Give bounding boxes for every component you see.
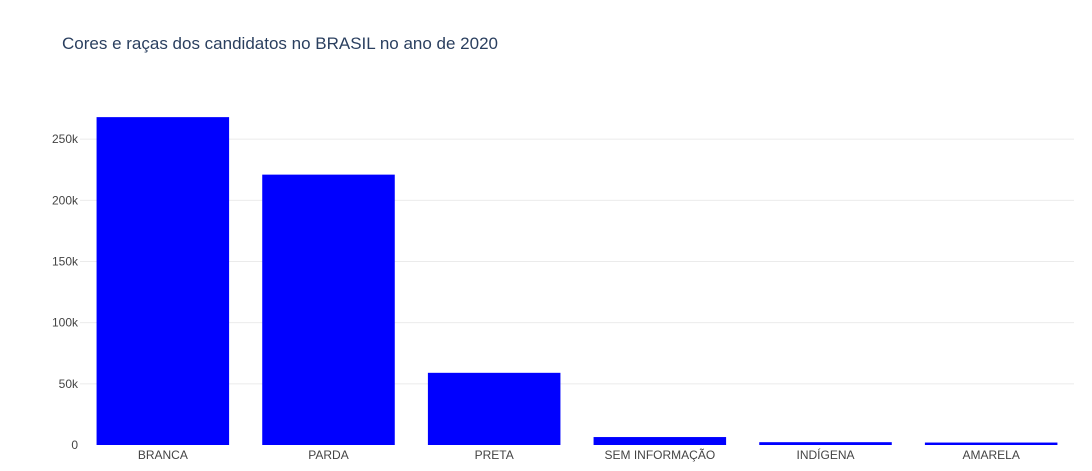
x-axis-ticks: BRANCA PARDA PRETA SEM INFORMAÇÃO INDÍGENA AM… (138, 447, 1020, 462)
x-tick-label: AMARELA (962, 448, 1019, 462)
x-tick-label: BRANCA (138, 448, 188, 462)
y-tick-label: 0 (71, 438, 78, 452)
x-tick-label: SEM INFORMAÇÃO (604, 448, 715, 462)
bar-sem-informa-o[interactable] (593, 437, 727, 445)
y-tick-label: 250k (52, 132, 79, 146)
y-tick-label: 200k (52, 193, 79, 207)
x-tick-label: PARDA (308, 448, 348, 462)
bar-ind-gena[interactable] (759, 442, 892, 445)
y-tick-label: 50k (59, 377, 79, 391)
bar-branca[interactable] (96, 117, 230, 446)
y-axis-ticks: 0 50k 100k 150k 200k 250k (52, 132, 79, 452)
bar-parda[interactable] (262, 174, 395, 445)
chart-title: Cores e raças dos candidatos no BRASIL n… (62, 34, 498, 53)
y-tick-label: 100k (52, 316, 79, 330)
gridlines (80, 138, 1074, 385)
x-tick-label: PRETA (475, 448, 514, 462)
x-tick-label: INDÍGENA (796, 447, 854, 462)
bar-preta[interactable] (427, 372, 561, 445)
y-tick-label: 150k (52, 254, 79, 268)
bar-amarela[interactable] (924, 442, 1058, 445)
bars (96, 117, 1058, 446)
